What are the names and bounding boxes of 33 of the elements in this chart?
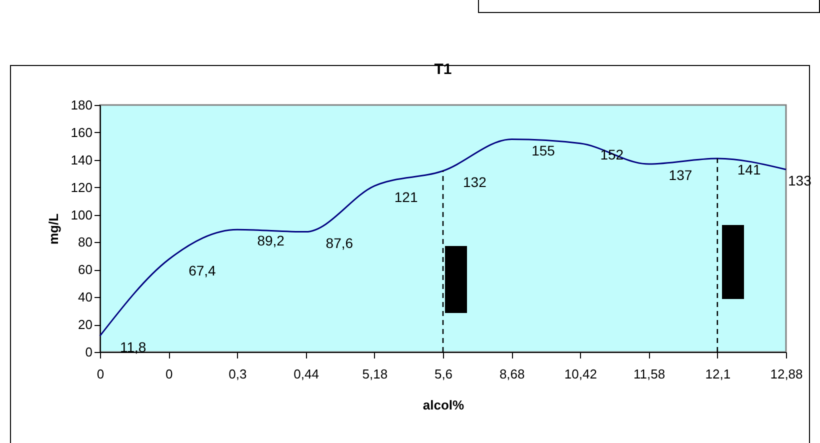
x-tick-label: 5,6	[434, 366, 453, 382]
data-label: 121	[394, 188, 418, 205]
y-tick-label: 160	[70, 124, 92, 140]
x-axis-title: alcol%	[422, 398, 465, 412]
data-label: 11,8	[120, 338, 146, 355]
x-tick-label: 12,1	[705, 366, 731, 382]
y-axis-title: mg/L	[46, 213, 61, 245]
y-tick-label: 100	[70, 207, 92, 222]
y-tick-label: 60	[78, 262, 92, 278]
x-tick-label: 0,3	[228, 366, 247, 382]
x-tick-label: 11,58	[634, 366, 666, 382]
y-tick-label: 180	[70, 98, 92, 112]
x-tick-label: 0	[165, 366, 173, 382]
y-tick-label: 140	[70, 152, 92, 168]
line-series	[99, 138, 787, 337]
x-tick-label: 0	[96, 366, 104, 382]
data-label: 155	[532, 142, 556, 158]
data-label: 89,2	[257, 232, 285, 249]
data-label: 87,6	[326, 234, 354, 251]
data-label: 67,4	[188, 262, 216, 279]
y-tick-label: 120	[70, 180, 92, 195]
y-tick-label: 80	[78, 234, 92, 250]
x-tick-label: 0,44	[294, 366, 319, 382]
data-label: 132	[463, 174, 487, 190]
x-tick-label: 8,68	[499, 366, 525, 382]
x-tick-label: 5,18	[362, 366, 388, 382]
y-tick-label: 40	[78, 290, 92, 305]
y-tick-label: 0	[85, 344, 92, 360]
data-label: 141	[737, 162, 761, 178]
data-label: 137	[668, 167, 692, 184]
y-tick-label: 20	[78, 317, 92, 332]
x-tick-label: 10,42	[564, 366, 597, 382]
x-tick-label: 12,88	[770, 366, 803, 382]
